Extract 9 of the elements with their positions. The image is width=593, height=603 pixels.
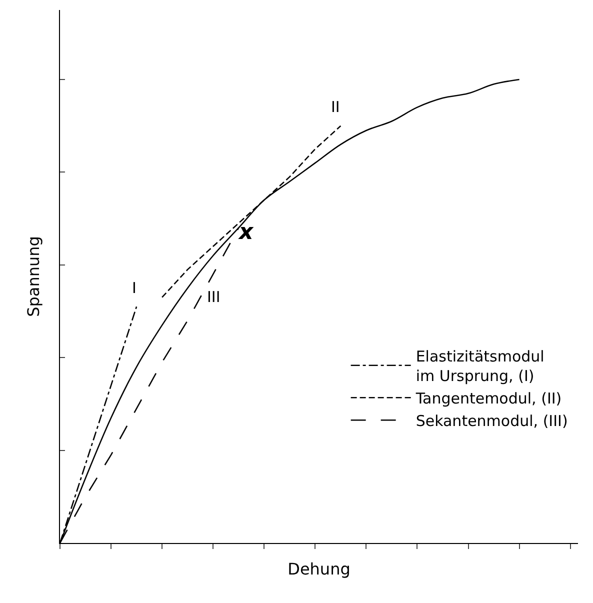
annotation: x: [238, 220, 254, 245]
legend-label: Tangentemodul, (II): [414, 390, 562, 408]
x-axis-title: Dehung: [288, 560, 350, 579]
y-axis-title: Spannung: [24, 236, 43, 317]
annotation: II: [331, 98, 340, 116]
legend-label: Sekantenmodul, (III): [416, 412, 568, 430]
legend-label: Elastizitätsmodul im Ursprung, (I): [416, 348, 544, 385]
annotation: III: [207, 288, 220, 306]
annotation: I: [132, 279, 136, 297]
